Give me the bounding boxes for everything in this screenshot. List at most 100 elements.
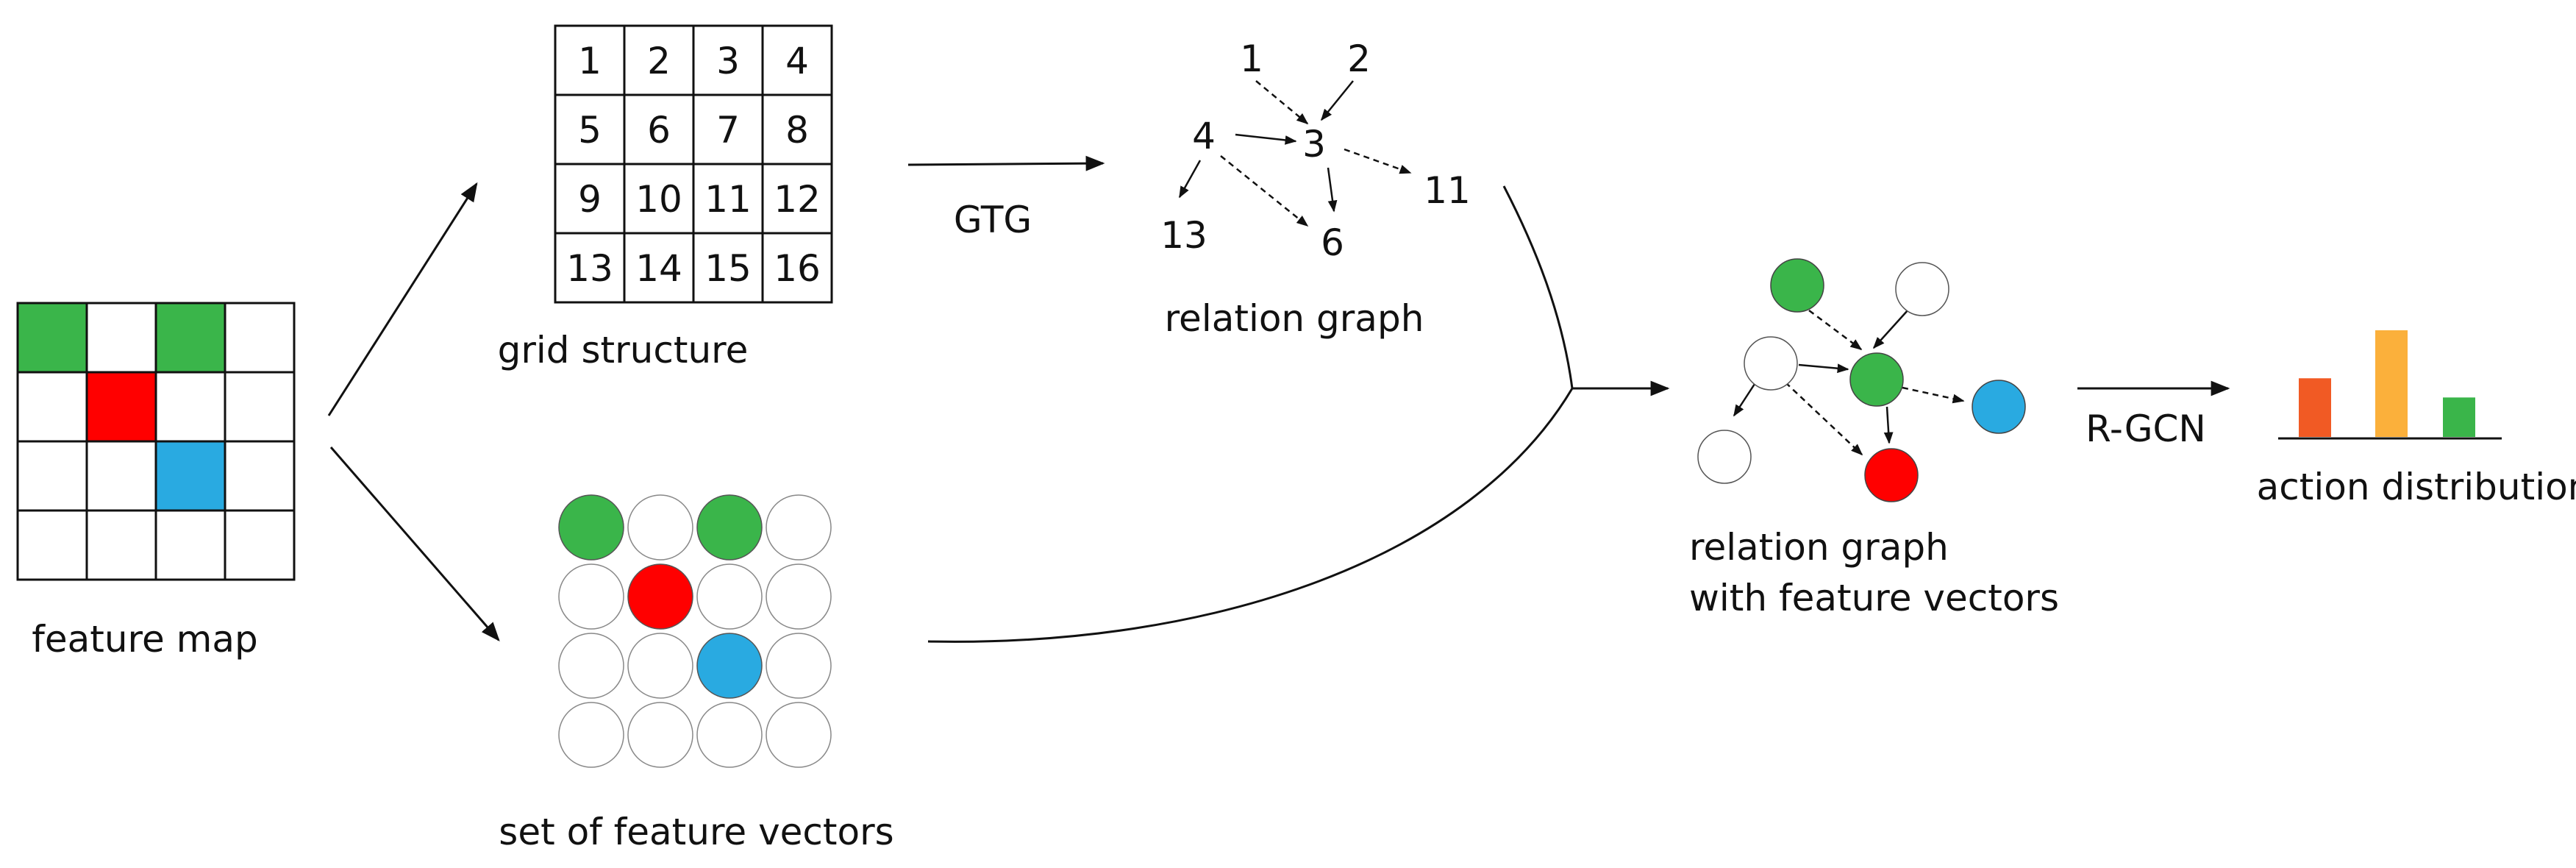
grid-structure-number-2: 2 bbox=[647, 40, 671, 82]
grid-structure-number-7: 7 bbox=[716, 109, 740, 152]
feature-vector-11 bbox=[696, 633, 763, 699]
feature-vector-12 bbox=[766, 633, 832, 699]
feature-map-cell-10 bbox=[85, 440, 157, 512]
feature-vector-6 bbox=[627, 563, 693, 630]
feature-node-13 bbox=[1697, 430, 1752, 484]
feature-map-cell-15 bbox=[154, 509, 226, 581]
relation-node-1: 1 bbox=[1240, 38, 1263, 80]
feature-vectors-label: set of feature vectors bbox=[499, 811, 893, 853]
feature-map-cell-16 bbox=[224, 509, 296, 581]
grid-structure-number-1: 1 bbox=[578, 40, 602, 82]
relation-node-6: 6 bbox=[1321, 221, 1344, 264]
grid-structure-cell-13 bbox=[554, 232, 626, 304]
feature-vector-16 bbox=[766, 702, 832, 768]
feature-map-cell-8 bbox=[224, 371, 296, 443]
feature-map-cell-14 bbox=[85, 509, 157, 581]
feature-vector-10 bbox=[627, 633, 693, 699]
relation-graph-features-label-line1: relation graph bbox=[1689, 526, 1949, 569]
feature-vector-2 bbox=[627, 494, 693, 561]
feature-vector-1 bbox=[558, 494, 624, 561]
feature-map-cell-3 bbox=[154, 302, 226, 374]
grid-structure-cell-1 bbox=[554, 24, 626, 96]
feature-vector-8 bbox=[766, 563, 832, 630]
feature-map-cell-5 bbox=[16, 371, 88, 443]
relation-node-13: 13 bbox=[1160, 214, 1207, 257]
merge-curve-bottom bbox=[927, 388, 1574, 643]
grid-structure-label: grid structure bbox=[498, 329, 749, 371]
grid-structure-cell-14 bbox=[623, 232, 695, 304]
grid-structure-number-11: 11 bbox=[704, 178, 752, 221]
feature-map-cell-2 bbox=[85, 302, 157, 374]
relation-node-2: 2 bbox=[1347, 38, 1371, 80]
feature-node-1 bbox=[1770, 258, 1824, 313]
feature-map-cell-13 bbox=[16, 509, 88, 581]
edge-3-11 bbox=[1344, 148, 1412, 174]
feature-edge-3-11 bbox=[1902, 386, 1965, 404]
edge-1-3 bbox=[1255, 80, 1309, 125]
feature-edge-2-3 bbox=[1872, 309, 1909, 349]
feature-node-4 bbox=[1744, 336, 1798, 391]
feature-node-2 bbox=[1895, 262, 1949, 316]
grid-structure-cell-6 bbox=[623, 93, 695, 166]
feature-node-11 bbox=[1972, 380, 2026, 434]
edge-4-6 bbox=[1220, 155, 1309, 227]
grid-structure-number-13: 13 bbox=[566, 247, 613, 290]
feature-edge-1-3 bbox=[1808, 309, 1863, 351]
grid-structure-cell-16 bbox=[761, 232, 833, 304]
feature-map-label: feature map bbox=[32, 618, 258, 661]
grid-structure-number-9: 9 bbox=[578, 178, 602, 221]
edge-4-3 bbox=[1235, 133, 1297, 145]
feature-map-cell-9 bbox=[16, 440, 88, 512]
feature-vector-set bbox=[558, 494, 832, 768]
feature-map-cell-4 bbox=[224, 302, 296, 374]
feature-map-cell-12 bbox=[224, 440, 296, 512]
grid-structure-number-6: 6 bbox=[647, 109, 671, 152]
edge-4-13 bbox=[1178, 160, 1202, 199]
gtg-arrow bbox=[907, 155, 1105, 171]
feature-edge-4-13 bbox=[1733, 381, 1758, 417]
feature-vector-15 bbox=[696, 702, 763, 768]
feature-map-grid bbox=[16, 302, 296, 581]
feature-map-cell-6 bbox=[85, 371, 157, 443]
grid-structure-cell-12 bbox=[761, 163, 833, 235]
action-distribution-chart bbox=[2299, 330, 2475, 437]
grid-structure-number-12: 12 bbox=[774, 178, 821, 221]
action-bar-3 bbox=[2443, 397, 2475, 437]
relation-graph-with-features bbox=[1697, 258, 2026, 502]
feature-node-3 bbox=[1849, 352, 1904, 407]
action-distribution-label: action distribution bbox=[2257, 466, 2576, 508]
relation-graph: 1 2 4 3 11 13 6 bbox=[1160, 38, 1471, 264]
feature-vector-4 bbox=[766, 494, 832, 561]
edge-3-6 bbox=[1327, 167, 1338, 213]
feature-vector-3 bbox=[696, 494, 763, 561]
relation-graph-label: relation graph bbox=[1165, 297, 1424, 340]
feature-node-6 bbox=[1864, 448, 1919, 502]
gtg-label: GTG bbox=[954, 199, 1032, 241]
grid-structure-cell-2 bbox=[623, 24, 695, 96]
grid-structure-cell-10 bbox=[623, 163, 695, 235]
grid-structure-number-14: 14 bbox=[635, 247, 682, 290]
grid-structure-cell-8 bbox=[761, 93, 833, 166]
feature-vector-13 bbox=[558, 702, 624, 768]
grid-structure-number-16: 16 bbox=[774, 247, 821, 290]
relation-node-4: 4 bbox=[1192, 115, 1216, 157]
edge-2-3 bbox=[1320, 80, 1354, 121]
grid-structure-number-4: 4 bbox=[785, 40, 809, 82]
grid-structure-number-8: 8 bbox=[785, 109, 809, 152]
grid-structure-number-15: 15 bbox=[704, 247, 752, 290]
feature-vector-5 bbox=[558, 563, 624, 630]
grid-structure-number-5: 5 bbox=[578, 109, 602, 152]
feature-edge-4-6 bbox=[1785, 382, 1863, 456]
feature-map-cell-1 bbox=[16, 302, 88, 374]
relation-graph-features-label-line2: with feature vectors bbox=[1689, 577, 2059, 619]
grid-structure-cell-4 bbox=[761, 24, 833, 96]
feature-edge-3-6 bbox=[1883, 406, 1894, 444]
action-bar-1 bbox=[2299, 378, 2331, 437]
relation-node-11: 11 bbox=[1424, 169, 1471, 212]
feature-vector-14 bbox=[627, 702, 693, 768]
feature-map-cell-11 bbox=[154, 440, 226, 512]
feature-vector-7 bbox=[696, 563, 763, 630]
